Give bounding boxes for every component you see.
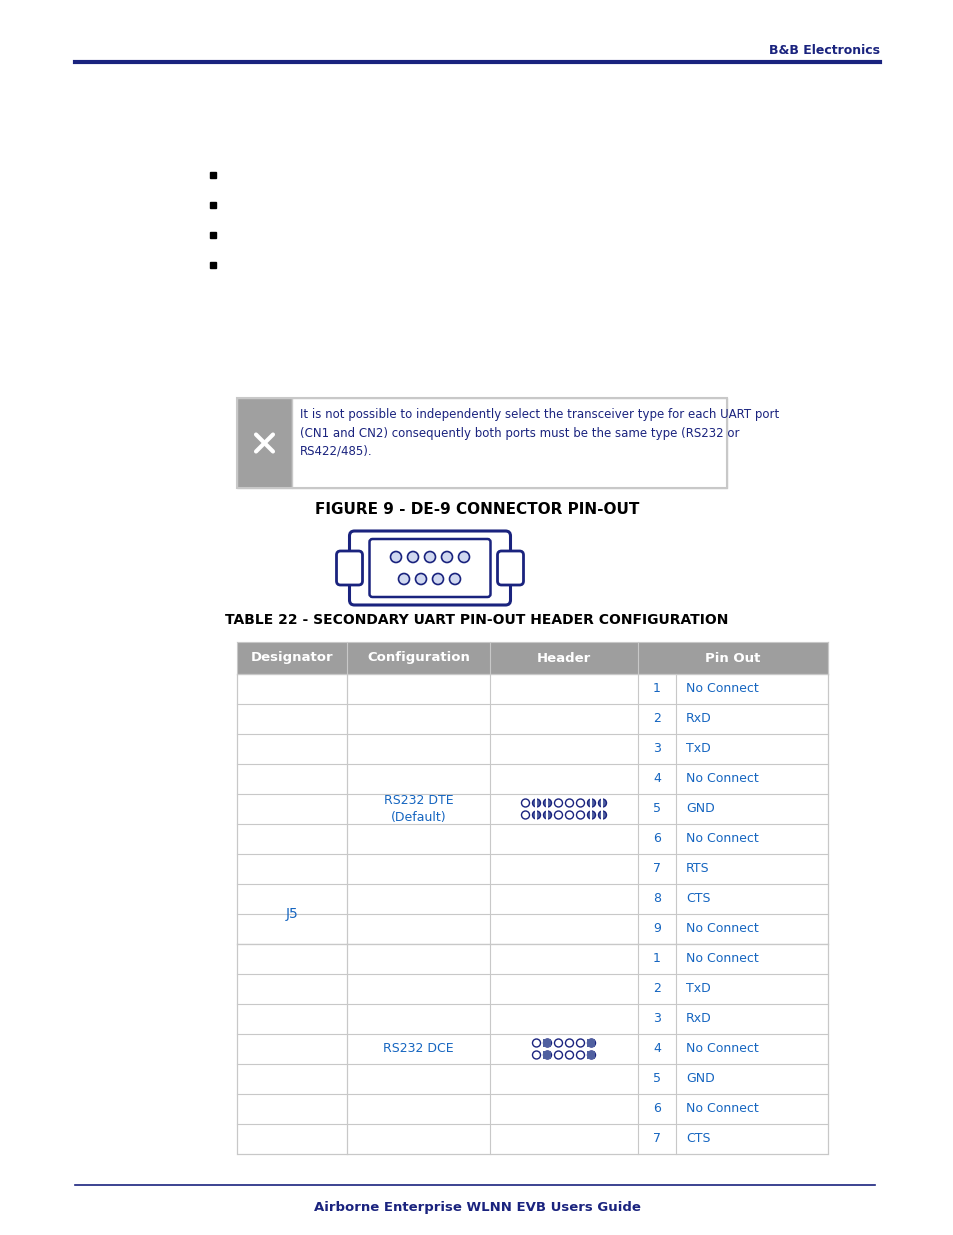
Text: 2: 2 [653, 983, 660, 995]
Circle shape [458, 552, 469, 562]
Text: 2: 2 [653, 713, 660, 725]
FancyBboxPatch shape [236, 642, 827, 674]
Text: RS232 DTE: RS232 DTE [383, 794, 453, 808]
Text: Pin Out: Pin Out [704, 652, 760, 664]
Circle shape [390, 552, 401, 562]
Text: TxD: TxD [685, 983, 710, 995]
Circle shape [532, 799, 540, 806]
FancyBboxPatch shape [543, 1051, 551, 1058]
Text: GND: GND [685, 1072, 714, 1086]
Text: J5: J5 [285, 906, 298, 921]
FancyBboxPatch shape [497, 551, 523, 585]
Text: GND: GND [685, 803, 714, 815]
Text: TABLE 22 - SECONDARY UART PIN-OUT HEADER CONFIGURATION: TABLE 22 - SECONDARY UART PIN-OUT HEADER… [225, 613, 728, 627]
Circle shape [565, 811, 573, 819]
Circle shape [532, 1051, 540, 1058]
Text: No Connect: No Connect [685, 683, 758, 695]
Text: (Default): (Default) [391, 810, 446, 824]
Text: Airborne Enterprise WLNN EVB Users Guide: Airborne Enterprise WLNN EVB Users Guide [314, 1200, 639, 1214]
Text: No Connect: No Connect [685, 832, 758, 846]
Text: Configuration: Configuration [367, 652, 470, 664]
Circle shape [449, 573, 460, 584]
FancyBboxPatch shape [236, 674, 827, 944]
Text: RxD: RxD [685, 713, 711, 725]
Text: 1: 1 [653, 952, 660, 966]
Circle shape [587, 811, 595, 819]
Text: 6: 6 [653, 832, 660, 846]
Circle shape [554, 1051, 562, 1058]
Circle shape [554, 1039, 562, 1047]
FancyBboxPatch shape [236, 398, 292, 488]
Text: 5: 5 [652, 1072, 660, 1086]
Circle shape [576, 811, 584, 819]
Text: 7: 7 [652, 862, 660, 876]
Text: RS232 DCE: RS232 DCE [383, 1042, 454, 1056]
Circle shape [587, 1051, 595, 1058]
Text: No Connect: No Connect [685, 1042, 758, 1056]
FancyBboxPatch shape [543, 1039, 551, 1047]
Circle shape [576, 1039, 584, 1047]
Circle shape [543, 811, 551, 819]
Circle shape [576, 799, 584, 806]
Circle shape [532, 1039, 540, 1047]
Text: No Connect: No Connect [685, 952, 758, 966]
Circle shape [565, 1039, 573, 1047]
Circle shape [598, 799, 606, 806]
Text: Designator: Designator [251, 652, 333, 664]
Text: 6: 6 [653, 1103, 660, 1115]
Text: TxD: TxD [685, 742, 710, 756]
FancyBboxPatch shape [349, 531, 510, 605]
Text: B&B Electronics: B&B Electronics [768, 43, 879, 57]
Text: 3: 3 [653, 742, 660, 756]
Text: 3: 3 [653, 1013, 660, 1025]
Circle shape [432, 573, 443, 584]
Text: CTS: CTS [685, 893, 710, 905]
Circle shape [424, 552, 435, 562]
Circle shape [543, 1039, 551, 1047]
FancyBboxPatch shape [587, 1051, 595, 1058]
Circle shape [587, 799, 595, 806]
Text: No Connect: No Connect [685, 773, 758, 785]
Circle shape [532, 811, 540, 819]
Circle shape [543, 799, 551, 806]
Text: RxD: RxD [685, 1013, 711, 1025]
Text: FIGURE 9 - DE-9 CONNECTOR PIN-OUT: FIGURE 9 - DE-9 CONNECTOR PIN-OUT [314, 503, 639, 517]
Text: 8: 8 [652, 893, 660, 905]
Circle shape [407, 552, 418, 562]
Text: 7: 7 [652, 1132, 660, 1146]
FancyBboxPatch shape [587, 1039, 595, 1047]
Circle shape [565, 799, 573, 806]
FancyBboxPatch shape [369, 538, 490, 597]
Text: No Connect: No Connect [685, 1103, 758, 1115]
Circle shape [554, 811, 562, 819]
Text: 4: 4 [653, 773, 660, 785]
Text: 9: 9 [653, 923, 660, 935]
Circle shape [543, 1051, 551, 1058]
Text: Header: Header [537, 652, 591, 664]
FancyBboxPatch shape [292, 398, 726, 488]
Text: 5: 5 [652, 803, 660, 815]
Text: No Connect: No Connect [685, 923, 758, 935]
Circle shape [398, 573, 409, 584]
Circle shape [441, 552, 452, 562]
Circle shape [576, 1051, 584, 1058]
Circle shape [554, 799, 562, 806]
Text: RTS: RTS [685, 862, 709, 876]
Circle shape [598, 811, 606, 819]
Text: 1: 1 [653, 683, 660, 695]
Circle shape [565, 1051, 573, 1058]
Circle shape [521, 811, 529, 819]
Text: It is not possible to independently select the transceiver type for each UART po: It is not possible to independently sele… [299, 408, 779, 458]
FancyBboxPatch shape [236, 944, 827, 1153]
Text: 4: 4 [653, 1042, 660, 1056]
Circle shape [587, 1039, 595, 1047]
Circle shape [416, 573, 426, 584]
FancyBboxPatch shape [336, 551, 362, 585]
Circle shape [521, 799, 529, 806]
Text: CTS: CTS [685, 1132, 710, 1146]
